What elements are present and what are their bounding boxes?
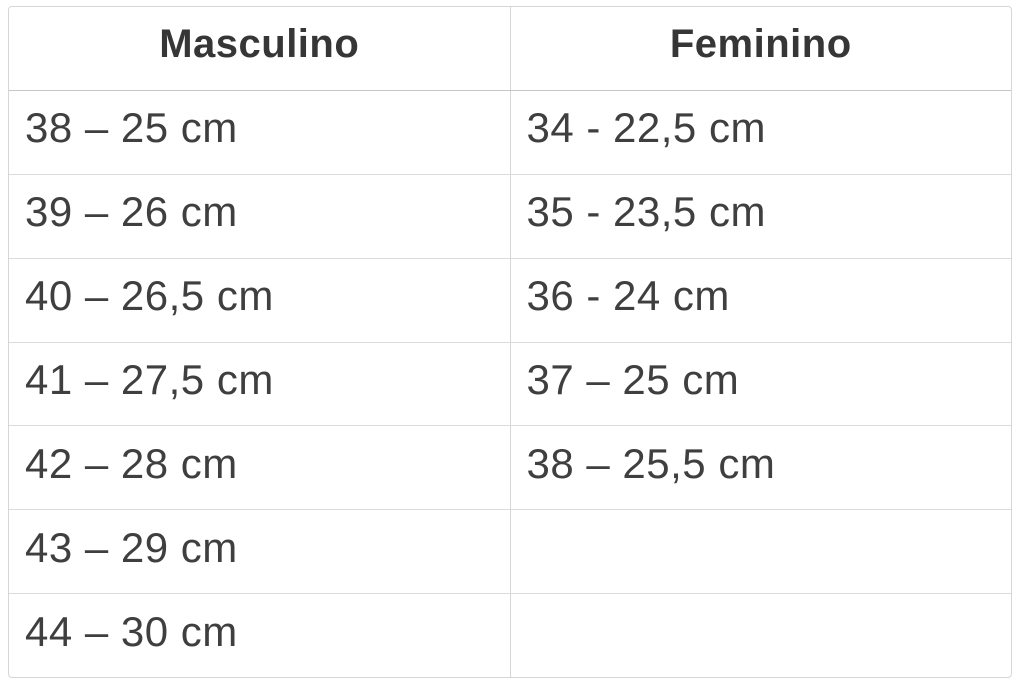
size-value: 36 - 24 cm (526, 272, 730, 320)
size-value: 34 - 22,5 cm (526, 104, 766, 152)
table-cell-masculino: 40 – 26,5 cm (9, 258, 511, 342)
column-header-masculino: Masculino (9, 7, 511, 90)
table-row: 39 – 26 cm 35 - 23,5 cm (9, 174, 1012, 259)
table-cell-feminino: 36 - 24 cm (511, 259, 1012, 342)
table-cell-masculino: 41 – 27,5 cm (9, 342, 511, 426)
size-value: 41 – 27,5 cm (25, 355, 274, 403)
table-row: 38 – 25 cm 34 - 22,5 cm (9, 90, 1012, 175)
column-header-feminino: Feminino (511, 7, 1012, 90)
table-cell-feminino: 35 - 23,5 cm (511, 175, 1012, 258)
size-value: 38 – 25 cm (25, 104, 238, 152)
table-cell-feminino-empty (511, 594, 1012, 677)
table-row: 42 – 28 cm 38 – 25,5 cm (9, 426, 1012, 511)
size-conversion-table: Masculino Feminino 38 – 25 cm 34 - 22,5 … (8, 6, 1012, 678)
table-cell-masculino: 38 – 25 cm (9, 90, 511, 174)
table-cell-feminino: 38 – 25,5 cm (511, 426, 1012, 509)
table-row: 43 – 29 cm (9, 510, 1012, 595)
size-value: 43 – 29 cm (25, 523, 238, 571)
size-value: 44 – 30 cm (25, 607, 238, 655)
table-cell-feminino-empty (511, 510, 1012, 593)
table-row: 44 – 30 cm (9, 594, 1011, 677)
table-cell-feminino: 34 - 22,5 cm (511, 91, 1012, 174)
table-cell-masculino: 39 – 26 cm (9, 174, 511, 258)
table-row: 41 – 27,5 cm 37 – 25 cm (9, 342, 1012, 427)
table-cell-masculino: 42 – 28 cm (9, 426, 511, 510)
size-value: 39 – 26 cm (25, 188, 238, 236)
table-cell-feminino: 37 – 25 cm (511, 343, 1012, 426)
size-value: 40 – 26,5 cm (25, 272, 274, 320)
column-header-masculino-label: Masculino (159, 21, 360, 66)
table-header-row: Masculino Feminino (9, 7, 1011, 91)
size-value: 35 - 23,5 cm (526, 188, 766, 236)
table-cell-masculino: 43 – 29 cm (9, 510, 511, 594)
table-row: 40 – 26,5 cm 36 - 24 cm (9, 258, 1012, 343)
column-header-feminino-label: Feminino (669, 21, 852, 66)
table-cell-masculino: 44 – 30 cm (9, 594, 511, 677)
size-value: 37 – 25 cm (526, 355, 740, 403)
size-value: 42 – 28 cm (25, 439, 238, 487)
size-value: 38 – 25,5 cm (526, 439, 776, 487)
